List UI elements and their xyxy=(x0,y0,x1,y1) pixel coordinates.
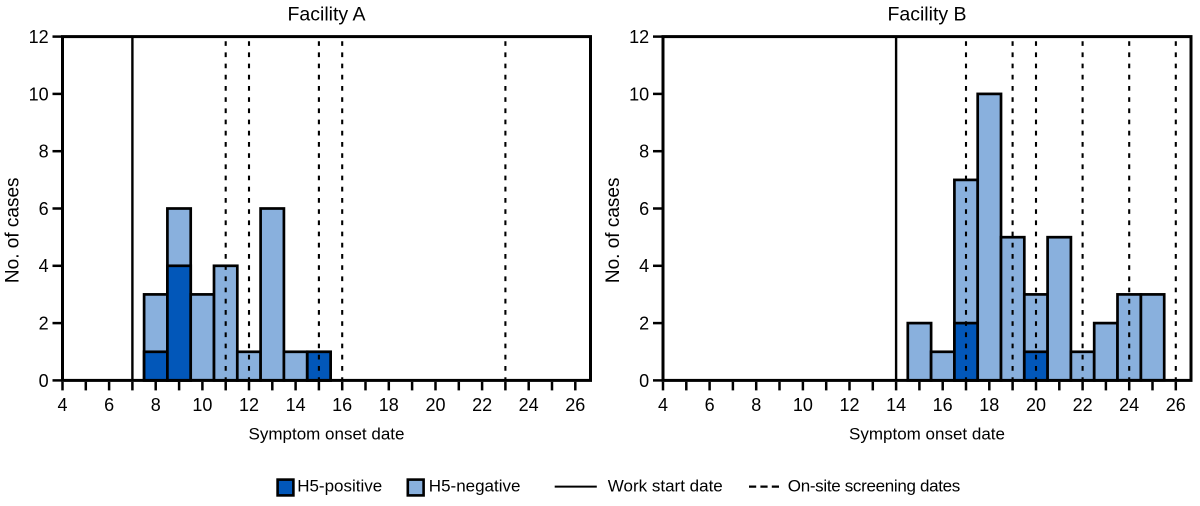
svg-text:10: 10 xyxy=(29,84,49,104)
svg-text:Facility B: Facility B xyxy=(887,4,966,26)
svg-text:22: 22 xyxy=(1073,395,1093,415)
svg-text:4: 4 xyxy=(39,256,49,276)
svg-text:12: 12 xyxy=(839,395,859,415)
svg-text:On-site screening dates: On-site screening dates xyxy=(788,477,960,496)
svg-text:14: 14 xyxy=(886,395,906,415)
svg-text:8: 8 xyxy=(151,395,161,415)
svg-text:0: 0 xyxy=(39,371,49,391)
svg-text:22: 22 xyxy=(472,395,492,415)
svg-text:20: 20 xyxy=(425,395,445,415)
svg-text:10: 10 xyxy=(629,84,649,104)
svg-text:10: 10 xyxy=(793,395,813,415)
svg-text:4: 4 xyxy=(57,395,67,415)
svg-text:12: 12 xyxy=(29,27,49,47)
svg-text:2: 2 xyxy=(639,314,649,334)
svg-text:24: 24 xyxy=(1119,395,1139,415)
svg-text:No. of cases: No. of cases xyxy=(603,177,624,283)
svg-text:No. of cases: No. of cases xyxy=(3,177,24,283)
svg-text:6: 6 xyxy=(705,395,715,415)
svg-text:6: 6 xyxy=(639,199,649,219)
svg-text:2: 2 xyxy=(39,314,49,334)
svg-text:4: 4 xyxy=(658,395,668,415)
svg-text:8: 8 xyxy=(639,142,649,162)
svg-text:6: 6 xyxy=(104,395,114,415)
svg-text:12: 12 xyxy=(239,395,259,415)
svg-text:16: 16 xyxy=(332,395,352,415)
svg-text:26: 26 xyxy=(1166,395,1186,415)
svg-text:Symptom onset date: Symptom onset date xyxy=(849,425,1005,444)
svg-text:8: 8 xyxy=(39,142,49,162)
svg-text:Facility A: Facility A xyxy=(287,4,365,26)
svg-text:Symptom onset date: Symptom onset date xyxy=(249,425,405,444)
svg-text:10: 10 xyxy=(192,395,212,415)
svg-text:20: 20 xyxy=(1026,395,1046,415)
svg-text:0: 0 xyxy=(639,371,649,391)
svg-text:6: 6 xyxy=(39,199,49,219)
svg-text:16: 16 xyxy=(933,395,953,415)
svg-text:24: 24 xyxy=(519,395,539,415)
svg-text:8: 8 xyxy=(751,395,761,415)
svg-text:4: 4 xyxy=(639,256,649,276)
svg-text:18: 18 xyxy=(979,395,999,415)
svg-text:12: 12 xyxy=(629,27,649,47)
svg-text:H5-negative: H5-negative xyxy=(429,477,521,496)
svg-text:14: 14 xyxy=(286,395,306,415)
svg-text:26: 26 xyxy=(565,395,585,415)
svg-text:18: 18 xyxy=(379,395,399,415)
svg-text:Work start date: Work start date xyxy=(608,477,723,496)
svg-text:H5-positive: H5-positive xyxy=(297,477,382,496)
